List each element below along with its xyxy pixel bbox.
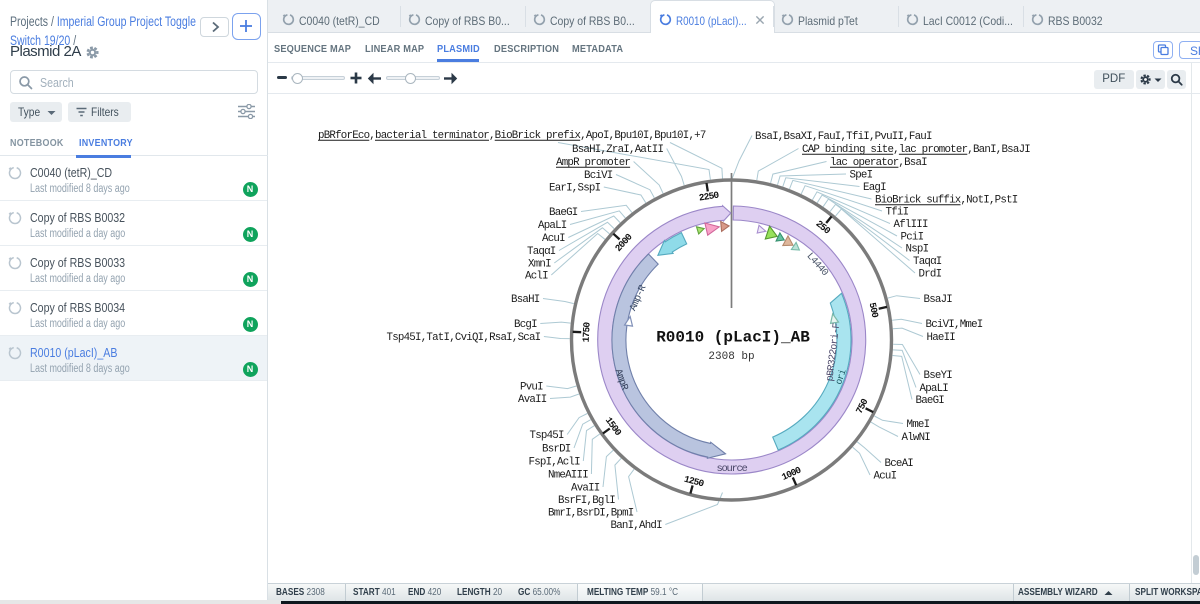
svg-text:NspI: NspI: [906, 244, 929, 256]
svg-text:EarI,SspI: EarI,SspI: [549, 183, 601, 195]
svg-text:250: 250: [814, 218, 833, 236]
svg-text:NmeAIII: NmeAIII: [548, 470, 588, 482]
svg-text:AcuI: AcuI: [874, 471, 897, 483]
svg-text:AvaII: AvaII: [571, 483, 600, 495]
svg-text:AvaII: AvaII: [518, 394, 547, 406]
svg-text:FspI,AclI: FspI,AclI: [529, 457, 581, 469]
svg-text:SpeI: SpeI: [850, 170, 873, 182]
svg-text:AlwNI: AlwNI: [902, 432, 931, 444]
svg-text:AcuI: AcuI: [542, 233, 565, 245]
svg-text:BciVI,MmeI: BciVI,MmeI: [926, 319, 983, 331]
svg-text:BsaI,BsaXI,FauI,TfiI,PvuII,Fau: BsaI,BsaXI,FauI,TfiI,PvuII,FauI: [755, 131, 932, 143]
svg-text:BsrFI,BglI: BsrFI,BglI: [558, 495, 615, 507]
svg-text:PciI: PciI: [901, 232, 924, 244]
svg-text:BsaHI,ZraI,AatII: BsaHI,ZraI,AatII: [572, 144, 663, 156]
svg-text:Tsp45I: Tsp45I: [530, 430, 564, 442]
svg-text:500: 500: [867, 302, 881, 320]
svg-text:BioBrick suffix,NotI,PstI: BioBrick suffix,NotI,PstI: [875, 195, 1018, 207]
svg-text:2250: 2250: [698, 190, 720, 204]
svg-text:BmrI,BsrDI,BpmI: BmrI,BsrDI,BpmI: [548, 508, 634, 520]
svg-text:2308 bp: 2308 bp: [708, 351, 754, 363]
svg-text:TaqαI: TaqαI: [913, 256, 942, 268]
svg-text:ApaLI: ApaLI: [538, 220, 567, 232]
svg-text:750: 750: [854, 396, 871, 415]
svg-text:TfiI: TfiI: [886, 207, 909, 219]
svg-text:ori: ori: [833, 367, 849, 386]
svg-text:AflIII: AflIII: [894, 219, 928, 231]
svg-text:XmnI: XmnI: [528, 259, 551, 271]
svg-text:ApaLI: ApaLI: [920, 383, 949, 395]
svg-text:AmpR promoter: AmpR promoter: [556, 157, 630, 169]
svg-text:EagI: EagI: [863, 182, 886, 194]
svg-text:BsaHI: BsaHI: [511, 294, 540, 306]
svg-text:BaeGI: BaeGI: [549, 207, 578, 219]
svg-text:1250: 1250: [683, 474, 706, 490]
svg-text:MmeI: MmeI: [907, 419, 930, 431]
svg-text:BaeGI: BaeGI: [916, 395, 945, 407]
svg-text:BceAI: BceAI: [885, 458, 914, 470]
svg-text:BsaJI: BsaJI: [924, 294, 953, 306]
svg-text:1500: 1500: [603, 415, 624, 438]
svg-text:TaqαI: TaqαI: [527, 246, 556, 258]
svg-text:1000: 1000: [780, 464, 803, 482]
svg-text:BanI,AhdI: BanI,AhdI: [611, 520, 663, 532]
svg-text:BciVI: BciVI: [584, 170, 613, 182]
svg-text:source: source: [716, 463, 747, 475]
svg-text:R0010 (pLacI)_AB: R0010 (pLacI)_AB: [656, 329, 810, 347]
svg-text:BseYI: BseYI: [924, 370, 953, 382]
svg-text:AclI: AclI: [525, 271, 548, 283]
svg-text:HaeII: HaeII: [927, 332, 956, 344]
svg-text:PvuI: PvuI: [520, 382, 543, 394]
svg-text:BsrDI: BsrDI: [542, 444, 571, 456]
svg-text:pBRforEco,bacterial terminator: pBRforEco,bacterial terminator,BioBrick …: [318, 130, 706, 142]
svg-text:CAP binding site,lac promoter,: CAP binding site,lac promoter,BanI,BsaJI: [802, 144, 1030, 156]
svg-text:BcgI: BcgI: [514, 319, 537, 331]
svg-text:DrdI: DrdI: [919, 269, 942, 281]
svg-text:1750: 1750: [581, 321, 593, 342]
svg-text:lac operator,BsaI: lac operator,BsaI: [830, 157, 927, 169]
svg-text:Tsp45I,TatI,CviQI,RsaI,ScaI: Tsp45I,TatI,CviQI,RsaI,ScaI: [387, 332, 541, 344]
